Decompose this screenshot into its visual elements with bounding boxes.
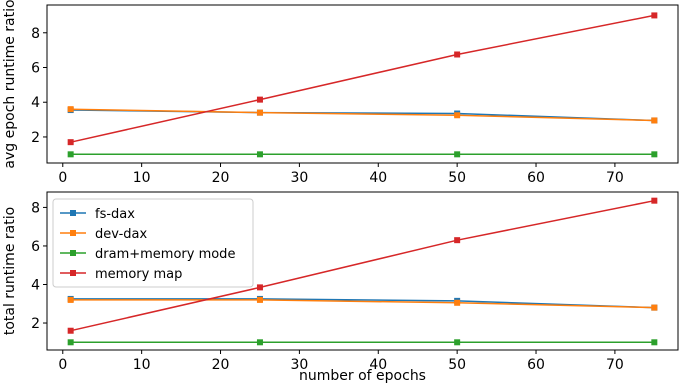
x-tick-label: 0 bbox=[58, 357, 67, 373]
data-point-dram-memory-mode bbox=[454, 339, 460, 345]
plot-frame bbox=[47, 5, 678, 163]
data-point-memory-map bbox=[68, 328, 74, 334]
data-point-dev-dax bbox=[651, 305, 657, 311]
data-point-dram-memory-mode bbox=[257, 151, 263, 157]
x-tick-label: 30 bbox=[290, 170, 308, 186]
legend-label-dram-memory-mode: dram+memory mode bbox=[95, 247, 235, 262]
x-tick-label: 40 bbox=[369, 170, 387, 186]
y-tick-label: 8 bbox=[31, 26, 40, 42]
y-tick-label: 4 bbox=[31, 95, 40, 111]
x-tick-label: 0 bbox=[58, 170, 67, 186]
x-tick-label: 60 bbox=[527, 170, 545, 186]
data-point-dev-dax bbox=[454, 112, 460, 118]
x-tick-label: 10 bbox=[133, 170, 151, 186]
y-tick-label: 4 bbox=[31, 277, 40, 293]
legend: fs-dax dev-dax dram+memory mode memory map bbox=[53, 199, 253, 287]
data-point-dev-dax bbox=[651, 117, 657, 123]
legend-label-memory-map: memory map bbox=[95, 267, 182, 282]
data-point-dev-dax bbox=[257, 297, 263, 303]
y-tick-label: 2 bbox=[31, 130, 40, 146]
y-tick-label: 6 bbox=[31, 239, 40, 255]
x-tick-label: 70 bbox=[606, 170, 624, 186]
x-axis-label: number of epochs bbox=[299, 368, 426, 384]
legend-marker-memory-map bbox=[70, 270, 76, 276]
x-tick-label: 50 bbox=[448, 357, 466, 373]
data-point-dev-dax bbox=[454, 300, 460, 306]
data-point-dev-dax bbox=[68, 106, 74, 112]
x-tick-label: 50 bbox=[448, 170, 466, 186]
x-tick-label: 10 bbox=[133, 357, 151, 373]
data-point-memory-map bbox=[257, 284, 263, 290]
data-point-memory-map bbox=[454, 237, 460, 243]
series-line-dev-dax bbox=[71, 109, 655, 120]
legend-marker-fs-dax bbox=[70, 210, 76, 216]
data-point-dram-memory-mode bbox=[68, 339, 74, 345]
x-tick-label: 60 bbox=[527, 357, 545, 373]
x-tick-label: 20 bbox=[212, 357, 230, 373]
legend-marker-dram-memory-mode bbox=[70, 250, 76, 256]
data-point-memory-map bbox=[651, 198, 657, 204]
y-tick-label: 2 bbox=[31, 316, 40, 332]
y-axis-label: total runtime ratio bbox=[2, 207, 18, 335]
data-point-memory-map bbox=[257, 97, 263, 103]
data-point-memory-map bbox=[651, 12, 657, 18]
legend-label-dev-dax: dev-dax bbox=[95, 227, 148, 242]
data-point-memory-map bbox=[68, 139, 74, 145]
legend-marker-dev-dax bbox=[70, 230, 76, 236]
y-axis-label: avg epoch runtime ratio bbox=[2, 0, 18, 169]
x-tick-label: 20 bbox=[212, 170, 230, 186]
y-tick-label: 6 bbox=[31, 61, 40, 77]
legend-label-fs-dax: fs-dax bbox=[95, 207, 135, 222]
x-tick-label: 70 bbox=[606, 357, 624, 373]
data-point-memory-map bbox=[454, 51, 460, 57]
series-line-memory-map bbox=[71, 15, 655, 142]
data-point-dram-memory-mode bbox=[68, 151, 74, 157]
data-point-dev-dax bbox=[257, 110, 263, 116]
data-point-dram-memory-mode bbox=[651, 339, 657, 345]
series-line-dev-dax bbox=[71, 300, 655, 308]
data-point-dram-memory-mode bbox=[454, 151, 460, 157]
chart-panel-1: 0 10 20 30 40 50 60 70 2 4 6 8 avg epoch runtime rat… bbox=[2, 0, 678, 186]
data-point-dev-dax bbox=[68, 297, 74, 303]
data-point-dram-memory-mode bbox=[651, 151, 657, 157]
data-point-dram-memory-mode bbox=[257, 339, 263, 345]
y-tick-label: 8 bbox=[31, 200, 40, 216]
